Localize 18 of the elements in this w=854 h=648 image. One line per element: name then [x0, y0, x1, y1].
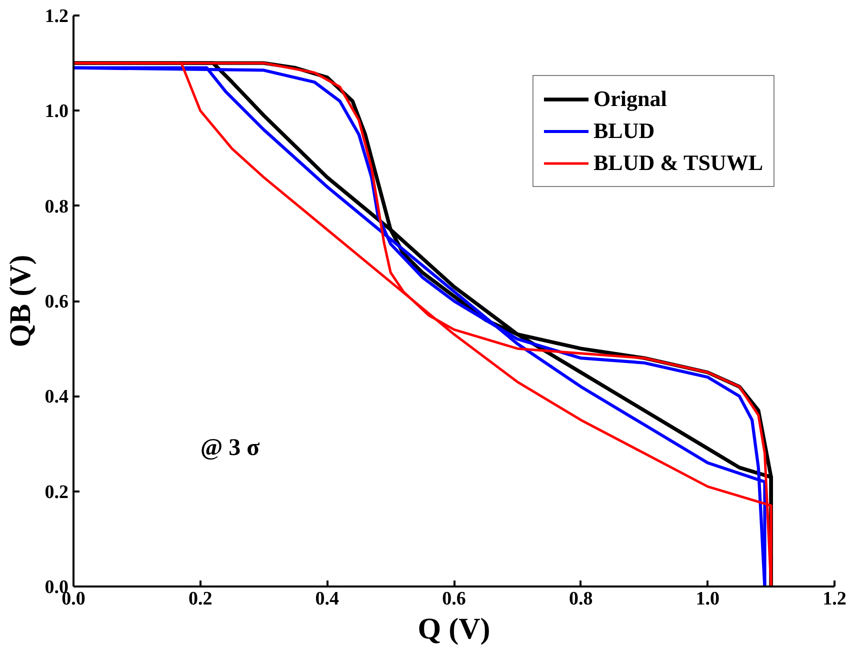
x-tick-label: 1.2 [822, 588, 846, 610]
annotation: @ 3 σ [200, 434, 260, 461]
y-axis-title: QB (V) [4, 254, 37, 348]
legend-label: Orignal [593, 86, 667, 112]
y-tick-label: 1.2 [44, 6, 68, 27]
x-tick-label: 1.0 [696, 588, 720, 610]
x-tick-label: 0.6 [442, 588, 466, 610]
x-axis-title: Q (V) [418, 612, 490, 646]
y-tick-label: 0.2 [44, 482, 68, 503]
y-tick-label: 1.0 [44, 101, 68, 122]
legend-label: BLUD & TSUWL [593, 150, 763, 176]
x-tick-label: 0.4 [315, 588, 340, 610]
x-tick-label: 0.2 [188, 588, 212, 610]
x-tick-label: 0.8 [568, 588, 593, 610]
y-tick-label: 0.8 [44, 196, 68, 218]
y-tick-label: 0.6 [44, 292, 68, 312]
legend-label: BLUD [593, 118, 655, 144]
y-tick-label: 0.4 [44, 386, 69, 408]
